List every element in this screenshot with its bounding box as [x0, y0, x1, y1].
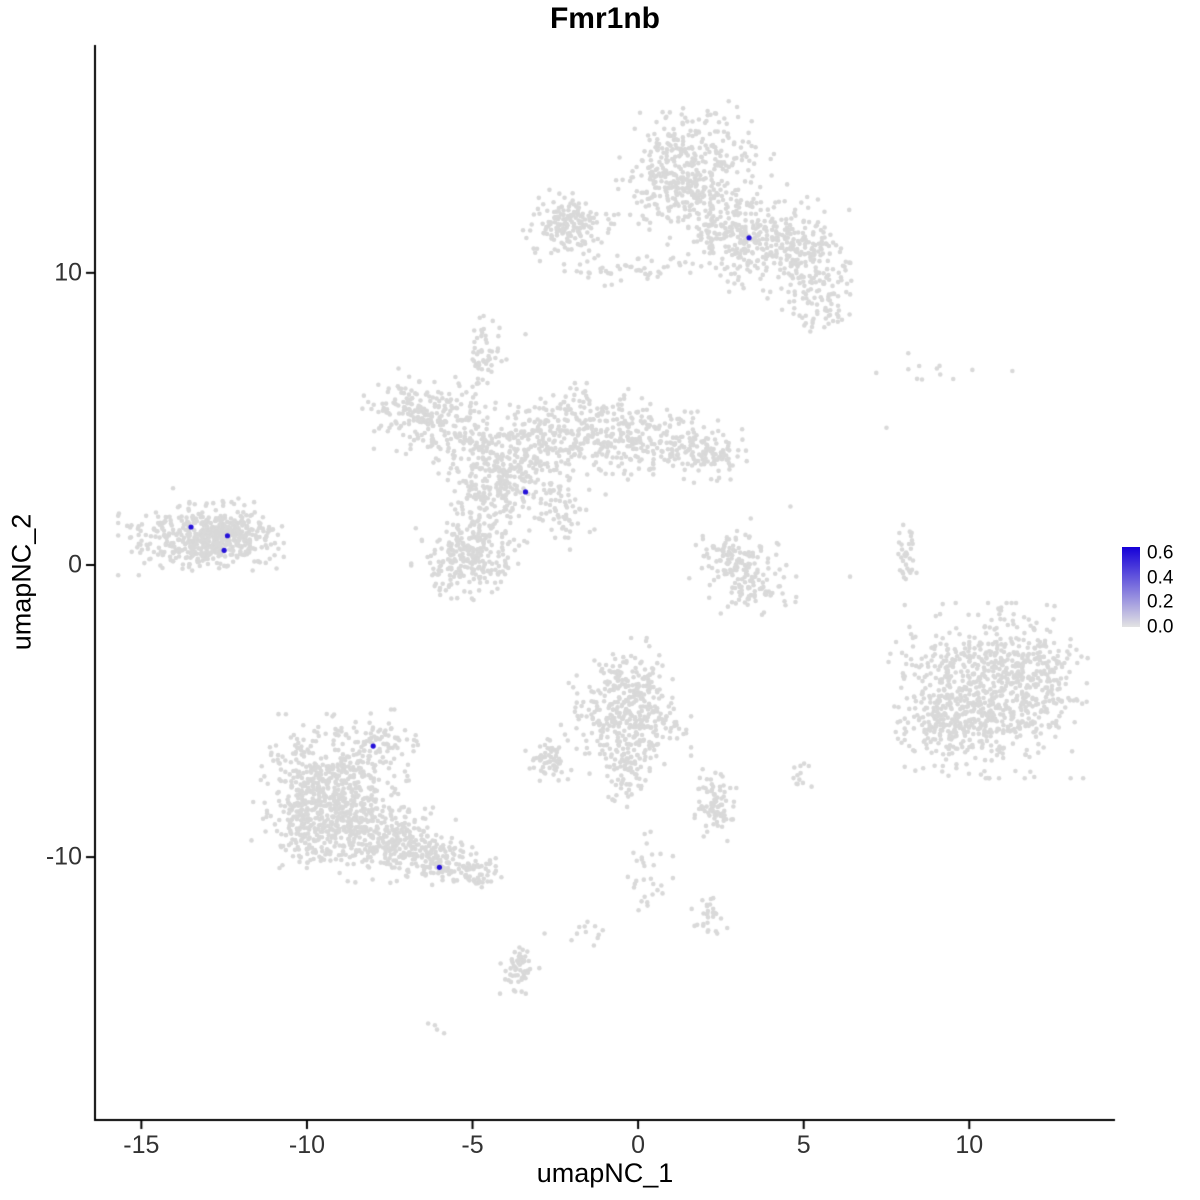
- colorbar-tick-label: 0.0: [1147, 616, 1174, 638]
- expression-colorbar-legend: 0.6 0.4 0.2 0.0: [1120, 542, 1200, 642]
- x-tick-label: 5: [796, 1131, 811, 1159]
- plot-title: Fmr1nb: [549, 2, 660, 35]
- x-axis-label: umapNC_1: [536, 1158, 674, 1188]
- y-axis-label: umapNC_2: [6, 513, 37, 651]
- colorbar-tick-label: 0.4: [1147, 567, 1174, 589]
- x-tick-label: -5: [461, 1131, 484, 1159]
- x-tick-label: 0: [631, 1131, 646, 1159]
- y-tick-label: 10: [54, 258, 82, 287]
- x-tick-label: 10: [955, 1131, 984, 1159]
- y-tick-label: -10: [45, 842, 82, 871]
- y-tick-label: 0: [68, 550, 82, 579]
- x-tick-label: -15: [123, 1131, 160, 1159]
- x-tick-label: -10: [288, 1131, 326, 1159]
- colorbar-tick-label: 0.2: [1147, 591, 1174, 613]
- colorbar-gradient: [1122, 547, 1140, 627]
- colorbar-tick-label: 0.6: [1147, 542, 1174, 564]
